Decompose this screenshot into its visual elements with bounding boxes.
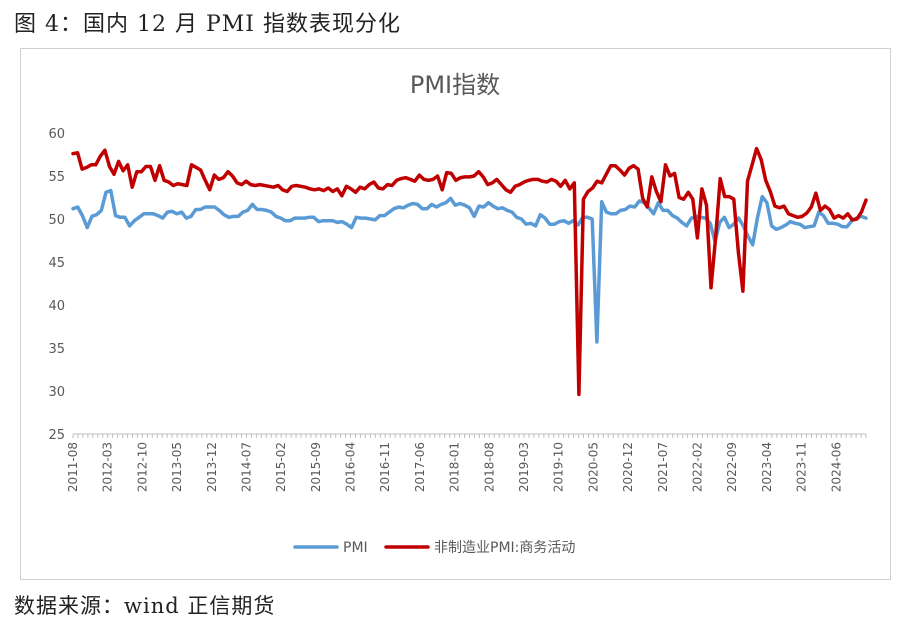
legend[interactable]: PMI 非制造业PMI:商务活动 xyxy=(293,540,575,556)
x-tick-label: 2011-08 xyxy=(66,442,80,492)
x-tick-label: 2024-06 xyxy=(829,442,843,492)
y-tick-label: 55 xyxy=(48,170,65,185)
y-tick-label: 40 xyxy=(48,299,65,314)
legend-label: PMI xyxy=(343,540,368,556)
source-note: 数据来源：wind 正信期货 xyxy=(14,594,276,618)
y-tick-label: 30 xyxy=(48,385,65,400)
x-tick-label: 2023-11 xyxy=(795,442,809,492)
x-tick-label: 2022-02 xyxy=(690,442,704,492)
x-tick-label: 2017-06 xyxy=(413,442,427,492)
y-tick-label: 25 xyxy=(48,428,65,443)
pmi-series-line xyxy=(71,188,868,344)
x-tick-label: 2015-09 xyxy=(309,442,323,492)
legend-label: 非制造业PMI:商务活动 xyxy=(434,540,575,556)
figure-caption: 图 4：国内 12 月 PMI 指数表现分化 xyxy=(14,12,401,37)
y-tick-label: 60 xyxy=(48,127,65,142)
x-tick-label: 2020-05 xyxy=(586,442,600,492)
x-tick-label: 2022-09 xyxy=(725,442,739,492)
x-tick-label: 2023-04 xyxy=(760,442,774,492)
x-tick-label: 2012-03 xyxy=(101,442,115,492)
y-tick-label: 35 xyxy=(48,342,65,357)
x-tick-label: 2015-02 xyxy=(274,442,288,492)
x-tick-label: 2013-12 xyxy=(205,442,219,492)
non-manufacturing-pmi-series-line xyxy=(71,146,868,397)
x-tick-label: 2012-10 xyxy=(135,442,149,492)
x-tick-label: 2016-11 xyxy=(378,442,392,492)
series-lines xyxy=(71,146,868,397)
chart-title: PMI指数 xyxy=(410,71,500,99)
x-tick-label: 2014-07 xyxy=(239,442,253,492)
x-tick-label: 2016-04 xyxy=(344,442,358,492)
x-tick-label: 2020-12 xyxy=(621,442,635,492)
x-tick-label: 2019-10 xyxy=(552,442,566,492)
x-tick-label: 2013-05 xyxy=(170,442,184,492)
y-tick-label: 50 xyxy=(48,213,65,228)
chart-frame: PMI指数 25 30 35 40 45 50 55 60 2011-08 2012-03 201… xyxy=(20,48,891,580)
x-tick-label: 2018-01 xyxy=(448,442,462,492)
y-tick-label: 45 xyxy=(48,256,65,271)
x-tick-label: 2019-03 xyxy=(517,442,531,492)
x-tick-label: 2021-07 xyxy=(656,442,670,492)
x-tick-label: 2018-08 xyxy=(482,442,496,492)
x-axis: 2011-08 2012-03 2012-10 2013-05 2013-12 2014-… xyxy=(66,434,867,492)
